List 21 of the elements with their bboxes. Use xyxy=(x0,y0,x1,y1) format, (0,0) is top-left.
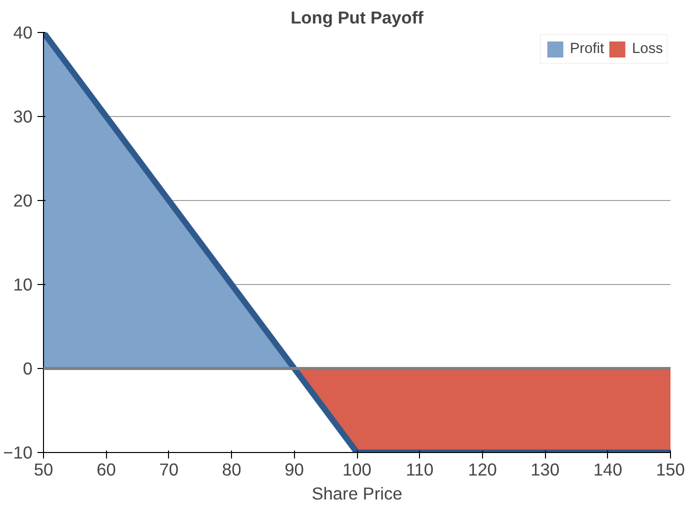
x-tick-label: 150 xyxy=(656,460,685,480)
chart-title: Long Put Payoff xyxy=(290,8,424,28)
legend-label: Loss xyxy=(632,41,663,57)
legend-label: Profit xyxy=(570,41,604,57)
y-tick-label: 30 xyxy=(13,106,33,126)
x-tick-label: 60 xyxy=(96,460,116,480)
y-tick-label: 40 xyxy=(13,22,33,42)
x-tick-label: 80 xyxy=(222,460,242,480)
x-tick-label: 130 xyxy=(530,460,560,480)
y-tick-label: 10 xyxy=(13,274,33,294)
x-tick-label: 50 xyxy=(34,460,54,480)
x-tick-label: 70 xyxy=(159,460,179,480)
x-axis-title: Share Price xyxy=(312,484,402,504)
x-tick-label: 140 xyxy=(593,460,622,480)
y-tick-label: 0 xyxy=(22,358,33,378)
x-tick-label: 120 xyxy=(468,460,497,480)
x-tick-label: 100 xyxy=(342,460,372,480)
x-tick-label: 90 xyxy=(284,460,304,480)
y-tick-label: 20 xyxy=(13,190,33,210)
y-tick-label: −10 xyxy=(3,442,33,462)
x-tick-label: 110 xyxy=(406,460,434,480)
